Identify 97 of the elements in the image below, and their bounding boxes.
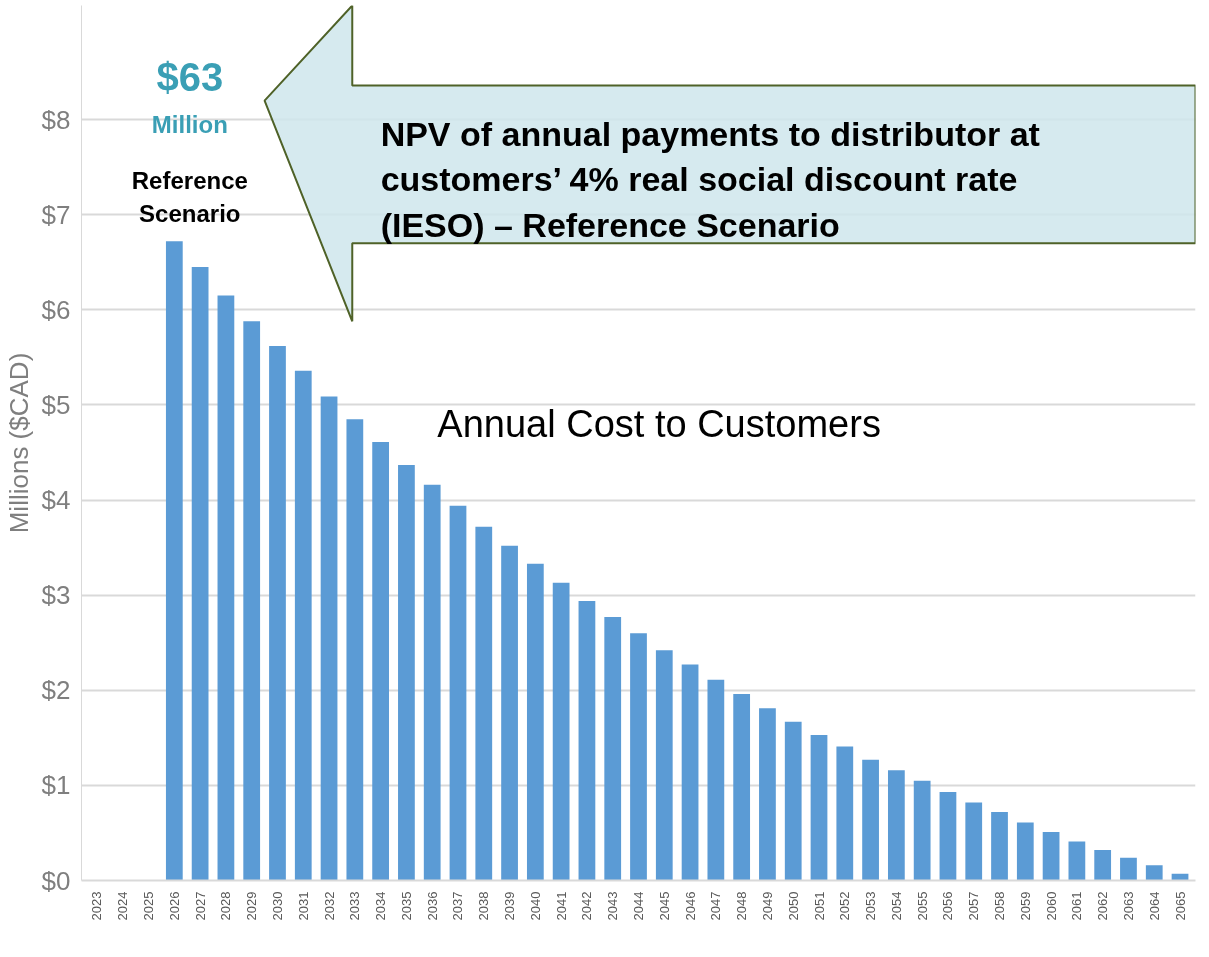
bar xyxy=(449,505,467,881)
x-tick-label: 2040 xyxy=(527,891,543,921)
bar xyxy=(887,770,905,881)
y-axis-title: Millions ($CAD) xyxy=(3,352,34,534)
x-tick-label: 2031 xyxy=(295,891,311,921)
bar xyxy=(991,812,1008,881)
bar xyxy=(217,295,235,881)
x-tick-label: 2029 xyxy=(244,891,260,921)
y-tick-label: $0 xyxy=(41,865,71,896)
bar xyxy=(604,617,622,881)
x-tick-label: 2055 xyxy=(914,891,930,921)
x-tick-label: 2038 xyxy=(476,891,492,921)
bar xyxy=(398,464,415,881)
bar xyxy=(475,526,493,881)
x-tick-label: 2037 xyxy=(450,891,466,921)
bar xyxy=(165,241,183,881)
bar xyxy=(1042,831,1060,881)
x-tick-label: 2050 xyxy=(785,891,801,921)
y-tick-label: $4 xyxy=(41,485,71,516)
x-tick-label: 2064 xyxy=(1146,891,1162,921)
bar xyxy=(578,600,596,881)
x-tick-label: 2061 xyxy=(1069,891,1085,921)
x-tick-label: 2023 xyxy=(89,891,105,921)
x-tick-label: 2044 xyxy=(631,891,646,921)
bar xyxy=(759,708,776,881)
x-tick-label: 2058 xyxy=(992,891,1008,921)
bar xyxy=(372,442,390,881)
bar xyxy=(1016,822,1034,881)
x-tick-label: 2059 xyxy=(1017,891,1033,921)
bar xyxy=(191,267,209,881)
x-tick-label: 2024 xyxy=(115,891,131,921)
bar xyxy=(836,746,854,881)
annotation: Annual Cost to Customers xyxy=(437,402,881,445)
bar xyxy=(423,484,441,881)
bar xyxy=(294,370,312,881)
bar xyxy=(501,545,518,881)
x-tick-label: 2027 xyxy=(192,891,208,921)
bar xyxy=(1094,850,1112,881)
bar xyxy=(269,345,286,881)
annotation: $63 xyxy=(156,54,224,99)
annotation: NPV of annual payments to distributor at customers’ 4% real social discount rate (IESO) – Reference Scenario xyxy=(380,114,1040,245)
bar xyxy=(733,694,751,881)
bar xyxy=(862,759,879,881)
bar xyxy=(1068,841,1086,881)
bar xyxy=(939,792,957,881)
x-tick-label: 2039 xyxy=(502,891,518,921)
x-tick-label: 2030 xyxy=(269,891,285,921)
x-tick-label: 2033 xyxy=(347,891,363,921)
x-tick-label: 2054 xyxy=(888,891,904,921)
y-tick-label: $8 xyxy=(41,104,71,135)
x-tick-label: 2052 xyxy=(837,891,853,921)
y-tick-label: $1 xyxy=(41,770,71,801)
bar xyxy=(707,679,725,881)
bar xyxy=(784,721,802,881)
x-tick-label: 2049 xyxy=(759,891,775,921)
annotation: Million xyxy=(151,110,228,138)
x-tick-label: 2026 xyxy=(166,891,182,921)
x-tick-label: 2060 xyxy=(1043,891,1059,921)
x-tick-label: 2036 xyxy=(424,891,440,921)
x-tick-label: 2047 xyxy=(708,891,724,921)
y-tick-label: $2 xyxy=(41,675,71,706)
x-tick-label: 2045 xyxy=(656,891,672,921)
x-tick-label: 2065 xyxy=(1172,891,1188,921)
x-tick-label: 2025 xyxy=(141,891,157,921)
bar xyxy=(681,664,699,881)
bar xyxy=(630,633,647,881)
y-tick-label: $6 xyxy=(41,294,71,325)
bar xyxy=(655,650,673,881)
bar xyxy=(526,563,544,881)
annotation: Reference Scenario xyxy=(131,167,248,227)
x-tick-label: 2046 xyxy=(682,891,698,921)
y-tick-label: $7 xyxy=(41,199,71,230)
x-tick-label: 2032 xyxy=(321,891,337,921)
x-tick-label: 2048 xyxy=(734,891,750,921)
x-tick-label: 2053 xyxy=(863,891,879,921)
x-tick-label: 2042 xyxy=(579,891,595,921)
bar xyxy=(913,780,931,881)
x-tick-label: 2034 xyxy=(373,891,389,921)
bar xyxy=(346,419,364,881)
x-tick-label: 2056 xyxy=(940,891,956,921)
x-tick-label: 2063 xyxy=(1120,891,1136,921)
bar xyxy=(552,582,570,881)
bar xyxy=(243,321,261,881)
x-tick-label: 2028 xyxy=(218,891,234,921)
x-tick-label: 2035 xyxy=(398,891,414,921)
x-tick-label: 2043 xyxy=(605,891,621,921)
x-tick-label: 2057 xyxy=(966,891,982,921)
x-tick-label: 2041 xyxy=(553,891,569,921)
bar xyxy=(320,396,338,881)
bar xyxy=(1145,865,1163,881)
bar xyxy=(810,734,828,881)
bar xyxy=(1120,857,1137,881)
x-tick-label: 2051 xyxy=(811,891,827,921)
y-tick-label: $5 xyxy=(41,389,71,420)
x-tick-label: 2062 xyxy=(1095,891,1111,921)
y-tick-label: $3 xyxy=(41,580,71,611)
bar xyxy=(965,802,983,881)
